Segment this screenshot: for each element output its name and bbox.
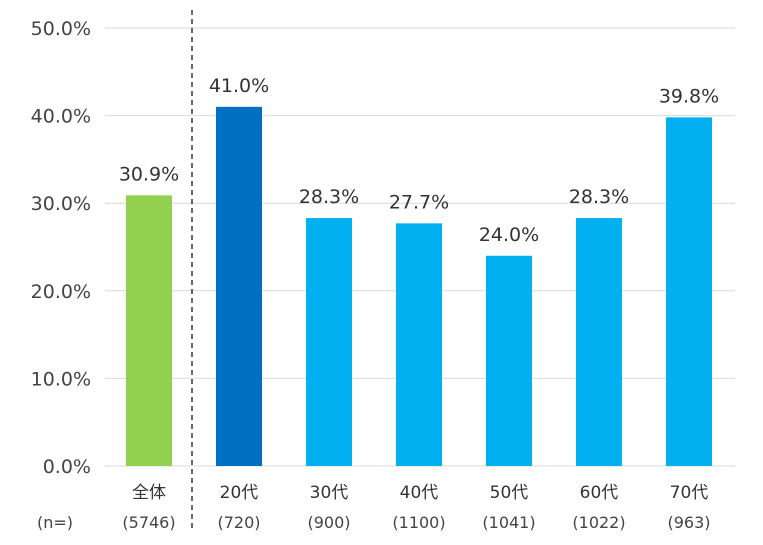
data-label: 39.8%	[659, 85, 719, 107]
x-tick-label: 全体	[132, 483, 166, 503]
x-tick-label: 20代	[220, 483, 259, 503]
sample-size-label: (1022)	[572, 513, 625, 532]
data-label: 27.7%	[389, 191, 449, 213]
data-label: 28.3%	[299, 186, 359, 208]
data-label: 24.0%	[479, 224, 539, 246]
sample-size-label: (720)	[217, 513, 260, 532]
bar	[666, 117, 712, 467]
y-tick-label: 20.0%	[31, 281, 91, 303]
sample-size-label: (1100)	[392, 513, 445, 532]
bar	[576, 218, 622, 466]
bar	[126, 195, 172, 467]
bar	[306, 218, 352, 466]
sample-size-label: (5746)	[122, 513, 175, 532]
y-tick-label: 0.0%	[43, 456, 91, 478]
sample-size-label: (900)	[307, 513, 350, 532]
sample-size-label: (1041)	[482, 513, 535, 532]
y-tick-label: 30.0%	[31, 193, 91, 215]
sample-size-caption: (n=)	[37, 513, 73, 532]
bar	[486, 255, 532, 466]
y-tick-label: 10.0%	[31, 368, 91, 390]
data-label: 28.3%	[569, 186, 629, 208]
sample-size-label: (963)	[667, 513, 710, 532]
x-tick-label: 70代	[670, 483, 709, 503]
y-tick-label: 40.0%	[31, 106, 91, 128]
x-tick-label: 30代	[310, 483, 349, 503]
y-tick-label: 50.0%	[31, 18, 91, 40]
data-label: 30.9%	[119, 163, 179, 185]
x-tick-label: 50代	[490, 483, 529, 503]
bar	[216, 106, 262, 466]
bar	[396, 223, 442, 466]
x-tick-label: 60代	[580, 483, 619, 503]
x-tick-label: 40代	[400, 483, 439, 503]
data-label: 41.0%	[209, 75, 269, 97]
